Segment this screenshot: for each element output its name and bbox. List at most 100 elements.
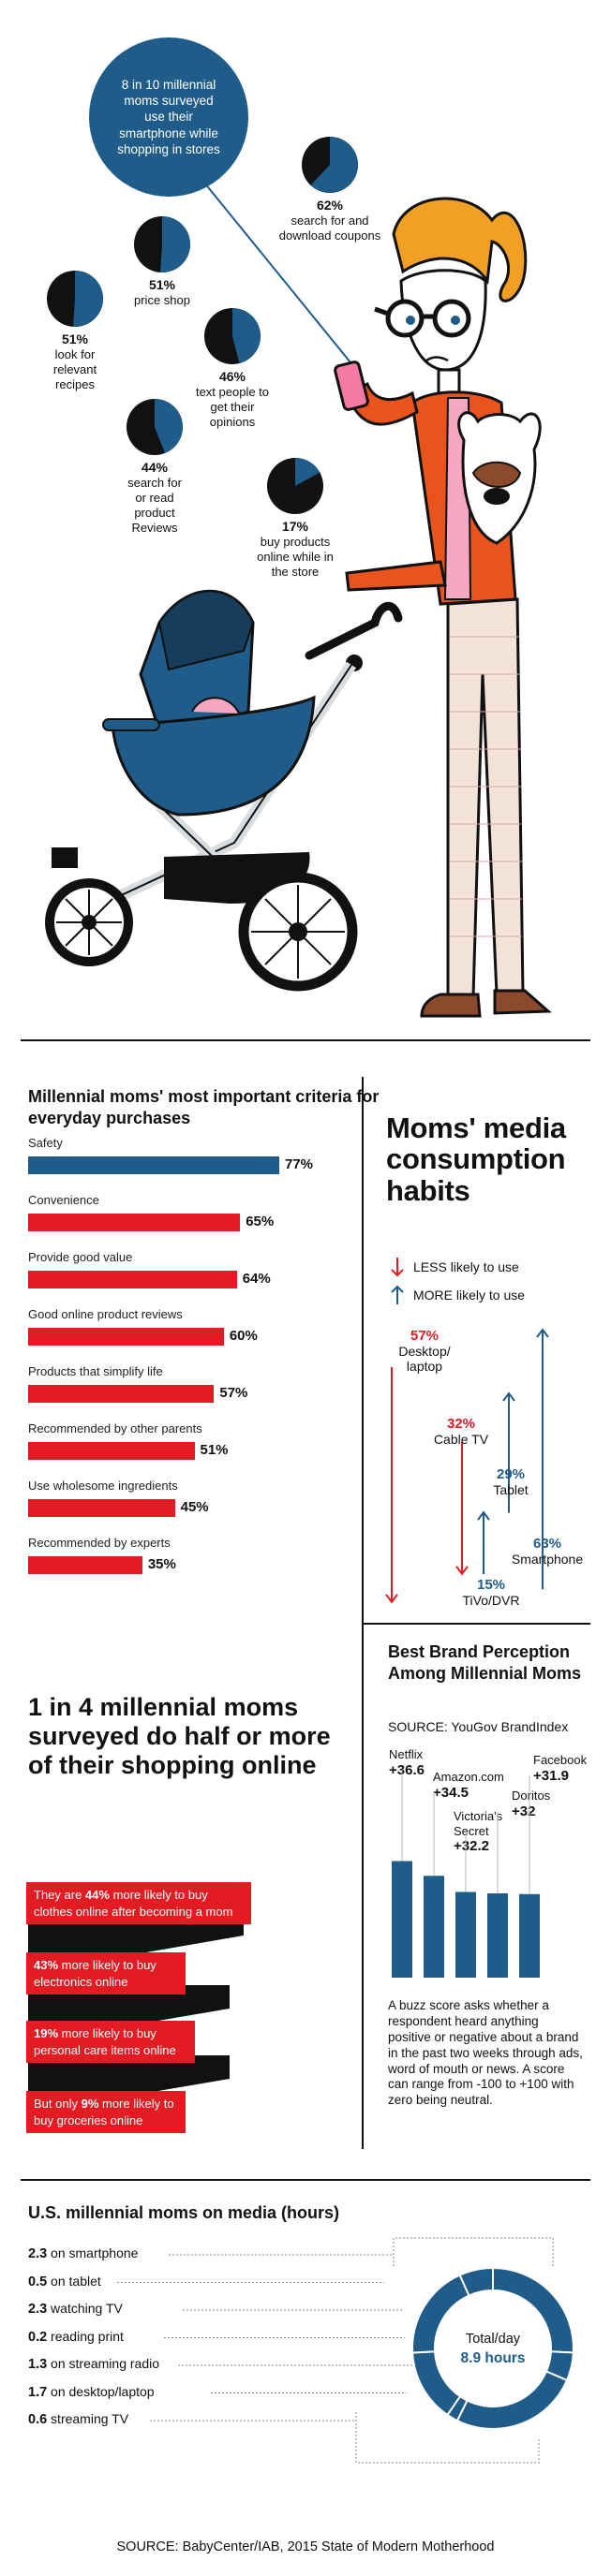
hours-value: 1.7 bbox=[28, 2384, 48, 2400]
stat-recipes: 51% look for relevant recipes bbox=[19, 270, 131, 392]
bubble-text: 8 in 10 millennial moms surveyed use the… bbox=[117, 77, 220, 156]
stat-label: price shop bbox=[134, 293, 190, 308]
hours-row: 1.3 on streaming radio bbox=[28, 2356, 159, 2372]
criteria-label: Recommended by experts bbox=[28, 1536, 171, 1550]
stat-coupons: 62% search for and download coupons bbox=[274, 136, 386, 243]
media-name: Tablet bbox=[493, 1482, 529, 1498]
ribbon-electronics: 43% more likely to buy electronics onlin… bbox=[26, 1952, 186, 1995]
stat-pct: 44% bbox=[141, 460, 169, 475]
brand-bar bbox=[487, 1893, 508, 1978]
media-pct: 32% bbox=[446, 1416, 476, 1432]
mom-hair bbox=[392, 197, 528, 302]
media-label-smartphone: 63% Smartphone bbox=[500, 1536, 594, 1567]
stat-pct: 51% bbox=[61, 331, 89, 346]
glasses-left bbox=[385, 299, 425, 338]
divider bbox=[21, 2179, 590, 2181]
source-credit: SOURCE: BabyCenter/IAB, 2015 State of Mo… bbox=[116, 2539, 495, 2554]
brand-label-facebook: Facebook +31.9 bbox=[533, 1753, 588, 1784]
criteria-bar bbox=[28, 1271, 237, 1288]
brand-source: SOURCE: YouGov BrandIndex bbox=[388, 1719, 569, 1734]
mom-pants bbox=[446, 597, 525, 999]
criteria-value: 57% bbox=[219, 1385, 248, 1401]
legend-less-label: LESS likely to use bbox=[413, 1259, 519, 1274]
pie-slice bbox=[155, 399, 183, 453]
legend-more: MORE likely to use bbox=[389, 1285, 525, 1305]
hours-label: streaming TV bbox=[47, 2411, 129, 2426]
criteria-bar bbox=[28, 1499, 175, 1517]
media-arrow-1 bbox=[455, 1442, 469, 1576]
media-pct: 63% bbox=[532, 1536, 562, 1552]
divider bbox=[363, 1623, 590, 1625]
arrow-down-icon bbox=[391, 1258, 404, 1277]
criteria-value: 77% bbox=[285, 1156, 314, 1172]
criteria-title: Millennial moms' most important criteria… bbox=[28, 1087, 380, 1127]
stat-pie bbox=[47, 271, 103, 327]
hours-label: reading print bbox=[47, 2328, 124, 2344]
hours-row: 0.2 reading print bbox=[28, 2329, 124, 2345]
shoe-right bbox=[493, 989, 552, 1015]
criteria-bar bbox=[28, 1385, 215, 1403]
hours-row: 1.7 on desktop/laptop bbox=[28, 2384, 155, 2400]
media-arrow-2 bbox=[502, 1391, 515, 1513]
hours-value: 1.3 bbox=[28, 2357, 48, 2372]
brand-note: A buzz score asks whether a respondent h… bbox=[388, 1998, 583, 2108]
stat-label: text people to get their opinions bbox=[195, 385, 270, 429]
media-arrow-3 bbox=[536, 1328, 549, 1590]
hours-label: on tablet bbox=[47, 2273, 101, 2289]
criteria-value: 51% bbox=[200, 1442, 229, 1458]
criteria-label: Safety bbox=[28, 1136, 63, 1150]
criteria-label: Provide good value bbox=[28, 1250, 133, 1264]
ribbon-groceries: But only 9% more likely to buy groceries… bbox=[26, 2091, 186, 2134]
stat-label: search for and download coupons bbox=[278, 213, 381, 243]
stat-pie bbox=[134, 216, 190, 272]
stat-pie bbox=[204, 308, 261, 364]
criteria-value: 60% bbox=[229, 1328, 258, 1344]
pie-slice bbox=[160, 216, 190, 272]
media-pct: 29% bbox=[496, 1466, 526, 1482]
stat-pie bbox=[302, 137, 358, 193]
brand-bar bbox=[519, 1893, 540, 1978]
legend-less: LESS likely to use bbox=[389, 1257, 519, 1277]
criteria-label: Convenience bbox=[28, 1193, 99, 1207]
hours-value: 0.5 bbox=[28, 2274, 48, 2289]
donut-center-label: Total/day bbox=[465, 2332, 521, 2347]
stat-pct: 46% bbox=[218, 369, 246, 384]
brand-bar bbox=[392, 1861, 412, 1978]
brand-title: Best Brand Perception Among Millennial M… bbox=[388, 1642, 582, 1683]
criteria-bar bbox=[28, 1442, 195, 1460]
hours-title: U.S. millennial moms on media (hours) bbox=[28, 2203, 340, 2222]
hours-label: on desktop/laptop bbox=[47, 2383, 155, 2399]
ribbon-clothes: They are 44% more likely to buy clothes … bbox=[26, 1882, 251, 1925]
stat-pct: 62% bbox=[316, 198, 344, 213]
mom-stroller-illustration bbox=[45, 182, 552, 1018]
divider-vertical bbox=[362, 1077, 364, 2149]
media-label-tablet: 29% Tablet bbox=[483, 1466, 539, 1497]
hours-label: on streaming radio bbox=[47, 2356, 160, 2371]
media-arrows bbox=[385, 1328, 549, 1604]
hours-leader-lines bbox=[117, 2237, 554, 2464]
hours-row: 0.5 on tablet bbox=[28, 2274, 101, 2289]
criteria-bar bbox=[28, 1328, 224, 1346]
donut-center-value: 8.9 hours bbox=[460, 2350, 526, 2366]
criteria-label: Products that simplify life bbox=[28, 1364, 163, 1378]
criteria-bar bbox=[28, 1556, 142, 1574]
stat-pct: 17% bbox=[281, 519, 309, 534]
smartphone-usage-bubble: 8 in 10 millennial moms surveyed use the… bbox=[89, 37, 248, 197]
criteria-bar bbox=[28, 1214, 241, 1231]
illustration: 8 in 10 millennial moms surveyed use the… bbox=[0, 0, 611, 1039]
donut-slice bbox=[455, 2370, 569, 2430]
media-pct: 15% bbox=[476, 1577, 506, 1593]
donut-slice bbox=[458, 2266, 494, 2297]
criteria-value: 64% bbox=[242, 1271, 271, 1287]
stat-pie bbox=[127, 399, 183, 455]
stroller bbox=[45, 589, 403, 992]
media-pct: 57% bbox=[410, 1328, 440, 1344]
media-arrow-0 bbox=[385, 1367, 398, 1604]
hours-value: 0.2 bbox=[28, 2329, 48, 2345]
brand-chart bbox=[392, 1770, 540, 1978]
brand-label-amazon: Amazon.com +34.5 bbox=[433, 1770, 504, 1801]
hours-value: 0.6 bbox=[28, 2412, 48, 2427]
brand-label-victorias-secret: Victoria's Secret +32.2 bbox=[454, 1809, 503, 1855]
media-name: Desktop/ laptop bbox=[398, 1344, 451, 1375]
stat-pct: 51% bbox=[148, 277, 176, 292]
